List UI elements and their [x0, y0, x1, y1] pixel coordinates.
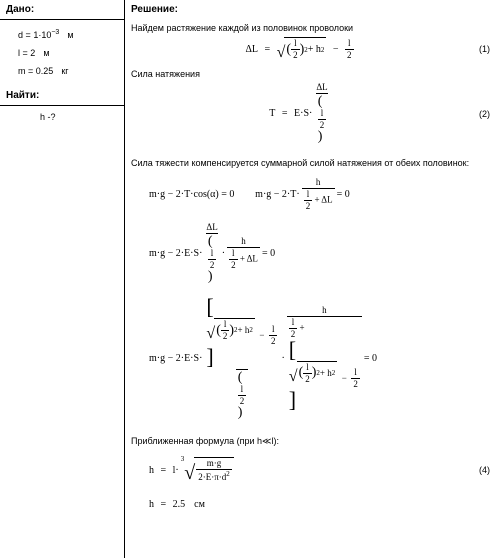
- text-stretch: Найдем растяжение каждой из половинок пр…: [131, 23, 494, 33]
- equation-3b: m·g − 2·T· h l2 + ΔL = 0: [255, 178, 350, 211]
- solution-column: Решение: Найдем растяжение каждой из пол…: [125, 0, 500, 558]
- find-body: h -?: [0, 106, 124, 128]
- text-approx: Приближенная формула (при h≪l):: [131, 436, 494, 447]
- eqnum-1: (1): [468, 44, 494, 54]
- find-header: Найти:: [0, 86, 124, 106]
- equation-result: h = 2.5 см: [149, 499, 205, 510]
- eqnum-4: (4): [468, 465, 494, 475]
- given-header: Дано:: [0, 0, 124, 20]
- equation-3a: m·g − 2·T·cos(α) = 0: [149, 189, 234, 200]
- solution-header: Решение:: [131, 4, 494, 15]
- given-l: l = 2м: [18, 44, 118, 62]
- left-column: Дано: d = 1·10−3м l = 2м m = 0.25кг Найт…: [0, 0, 125, 558]
- eqnum-2: (2): [468, 109, 494, 119]
- find-value: h -?: [40, 112, 56, 122]
- text-balance: Сила тяжести компенсируется суммарной си…: [131, 158, 494, 168]
- given-body: d = 1·10−3м l = 2м m = 0.25кг: [0, 20, 124, 86]
- equation-3d: m·g − 2·E·S· [ √ (l2)2 + h2 − l2 ] (l2) …: [149, 296, 377, 420]
- equation-4: h = l· 3 √ m·g 2·E·π·d2 (4): [131, 451, 494, 489]
- text-tension: Сила натяжения: [131, 69, 494, 79]
- equation-2: T = E·S· ΔL (l2) (2): [131, 83, 494, 144]
- page: Дано: d = 1·10−3м l = 2м m = 0.25кг Найт…: [0, 0, 500, 558]
- equation-1: ΔL = √ ( l2 )2 + h2 − l2 (1): [131, 37, 494, 61]
- equation-3c: m·g − 2·E·S· ΔL (l2) · h l2 + ΔL = 0: [149, 223, 275, 284]
- given-m: m = 0.25кг: [18, 62, 118, 80]
- given-d: d = 1·10−3м: [18, 26, 118, 44]
